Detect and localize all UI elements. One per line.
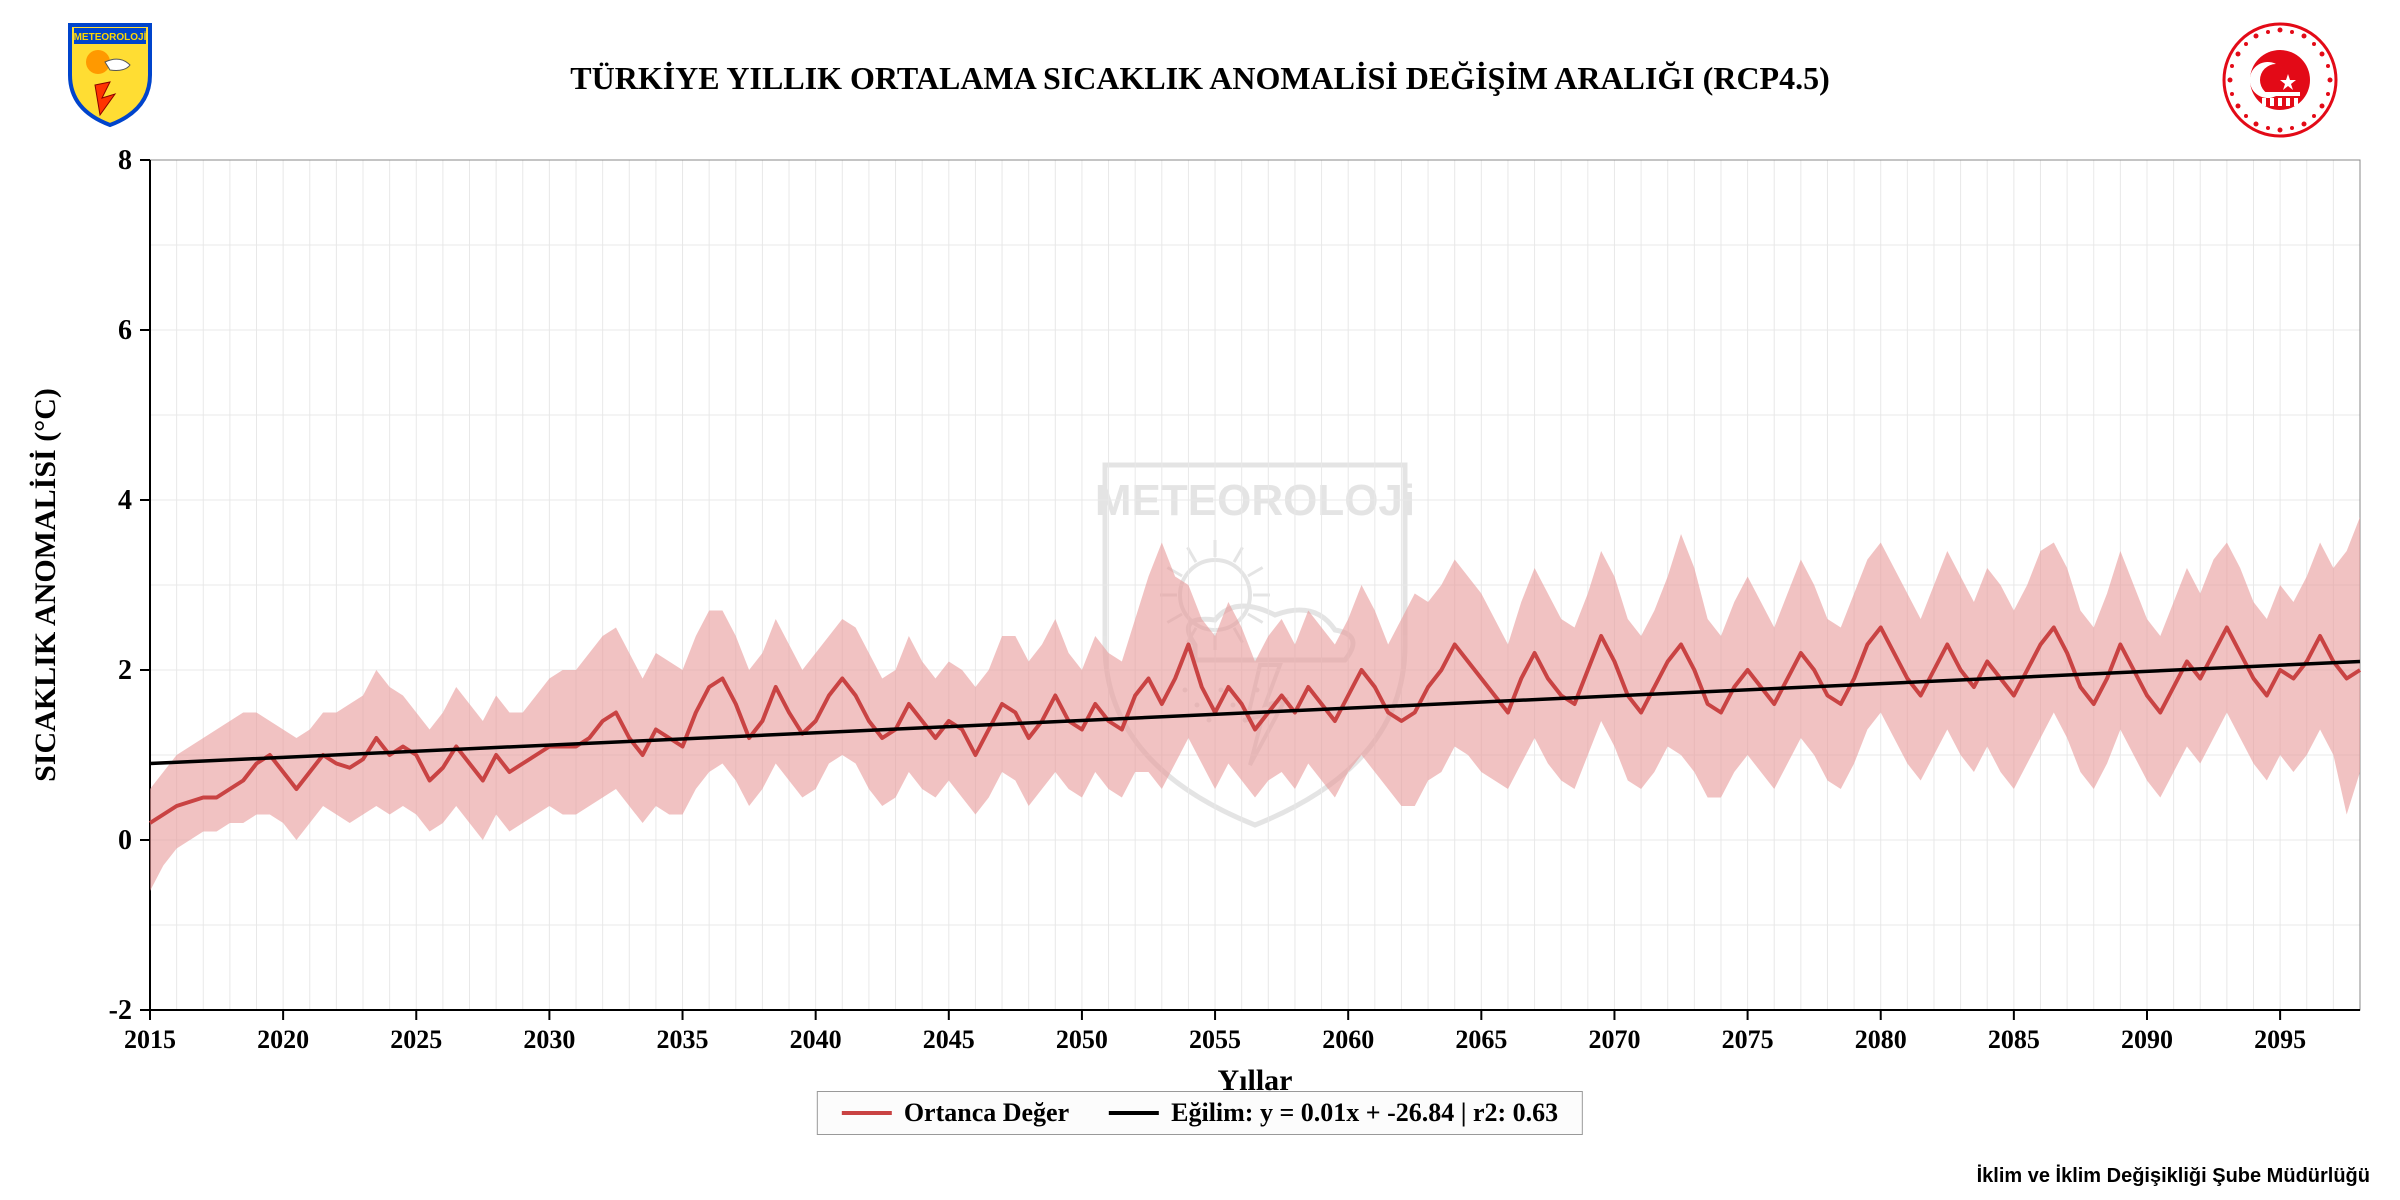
svg-text:2060: 2060 [1322, 1025, 1374, 1054]
svg-text:2055: 2055 [1189, 1025, 1241, 1054]
svg-text:2085: 2085 [1988, 1025, 2040, 1054]
legend-label-median: Ortanca Değer [904, 1098, 1069, 1128]
svg-text:2095: 2095 [2254, 1025, 2306, 1054]
svg-text:2025: 2025 [390, 1025, 442, 1054]
svg-text:2065: 2065 [1455, 1025, 1507, 1054]
svg-text:2040: 2040 [790, 1025, 842, 1054]
chart-container: METEOROLOJİ TÜRKİYE YILLIK ORTALAMA SICA… [0, 0, 2400, 1200]
footer-credit: İklim ve İklim Değişikliği Şube Müdürlüğ… [1977, 1165, 2370, 1188]
svg-text:2015: 2015 [124, 1025, 176, 1054]
svg-text:2050: 2050 [1056, 1025, 1108, 1054]
svg-text:4: 4 [118, 485, 132, 516]
legend-item-trend: Eğilim: y = 0.01x + -26.84 | r2: 0.63 [1109, 1098, 1558, 1128]
svg-text:2: 2 [118, 655, 132, 686]
svg-text:8: 8 [118, 145, 132, 176]
svg-text:2075: 2075 [1722, 1025, 1774, 1054]
legend-item-median: Ortanca Değer [842, 1098, 1069, 1128]
svg-text:2030: 2030 [523, 1025, 575, 1054]
svg-text:SICAKLIK ANOMALİSİ (°C): SICAKLIK ANOMALİSİ (°C) [29, 388, 62, 782]
svg-text:2080: 2080 [1855, 1025, 1907, 1054]
legend: Ortanca Değer Eğilim: y = 0.01x + -26.84… [817, 1091, 1583, 1135]
svg-text:2035: 2035 [657, 1025, 709, 1054]
svg-text:2020: 2020 [257, 1025, 309, 1054]
legend-swatch-median [842, 1111, 892, 1115]
svg-text:0: 0 [118, 825, 132, 856]
legend-swatch-trend [1109, 1111, 1159, 1115]
svg-text:6: 6 [118, 315, 132, 346]
chart-svg: METEOROLOJi -202468201520202025203020352… [0, 0, 2400, 1200]
legend-label-trend: Eğilim: y = 0.01x + -26.84 | r2: 0.63 [1171, 1098, 1558, 1128]
svg-text:2090: 2090 [2121, 1025, 2173, 1054]
svg-text:2045: 2045 [923, 1025, 975, 1054]
svg-text:2070: 2070 [1588, 1025, 1640, 1054]
svg-text:-2: -2 [109, 995, 132, 1026]
